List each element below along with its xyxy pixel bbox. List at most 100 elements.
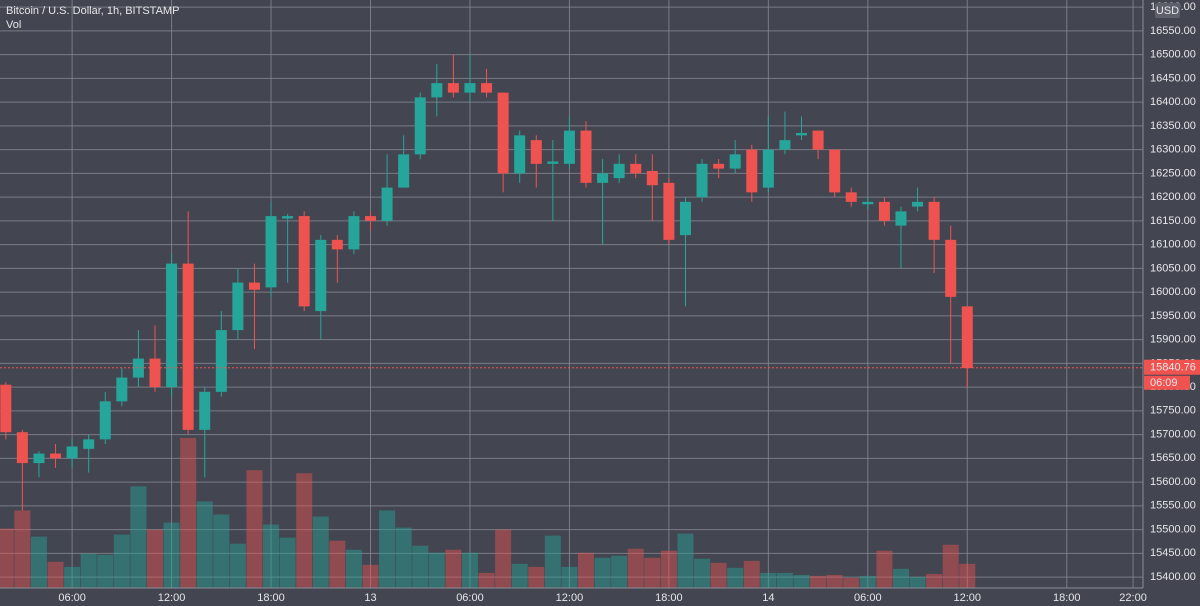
candle-body <box>729 154 741 169</box>
candle-body <box>331 239 343 250</box>
volume-bar <box>445 549 462 588</box>
volume-bar <box>80 553 97 588</box>
volume-bar <box>196 501 213 588</box>
countdown-label: 06:09 <box>1150 377 1178 389</box>
volume-bar <box>892 568 909 588</box>
volume-bar <box>395 527 412 588</box>
volume-bar <box>163 522 180 588</box>
y-tick-label: 16350.00 <box>1150 120 1196 132</box>
volume-bar <box>611 555 628 588</box>
candle-body <box>580 130 592 183</box>
volume-bar <box>959 563 976 588</box>
y-tick-label: 15450.00 <box>1150 547 1196 559</box>
volume-bar <box>0 528 14 588</box>
volume-bar <box>876 550 893 588</box>
y-tick-label: 15900.00 <box>1150 334 1196 346</box>
y-tick-label: 16450.00 <box>1150 72 1196 84</box>
candle-body <box>481 83 493 93</box>
volume-bar <box>113 534 130 588</box>
candle-body <box>812 130 824 150</box>
volume-bar <box>345 549 362 588</box>
volume-bar <box>296 473 313 588</box>
x-tick-label: 06:00 <box>58 592 86 604</box>
volume-bar <box>478 572 495 588</box>
y-tick-label: 15500.00 <box>1150 523 1196 535</box>
candle-body <box>447 83 459 93</box>
candle-body <box>50 453 62 459</box>
candle-body <box>149 358 161 388</box>
candle-body <box>530 140 542 164</box>
candle-body <box>265 216 277 288</box>
chart-title: Bitcoin / U.S. Dollar, 1h, BITSTAMP <box>6 5 179 17</box>
y-tick-label: 16050.00 <box>1150 262 1196 274</box>
volume-bar <box>528 566 545 588</box>
y-tick-label: 15650.00 <box>1150 452 1196 464</box>
candle-body <box>878 201 890 221</box>
countdown-tag <box>1144 375 1190 390</box>
candle-body <box>166 263 178 388</box>
candles <box>0 54 1143 511</box>
volume-bar <box>362 564 379 588</box>
volume-bar <box>279 537 296 588</box>
candle-body <box>663 182 675 240</box>
x-tick-label: 12:00 <box>954 592 982 604</box>
candle-body <box>597 173 609 183</box>
volume-bar <box>412 545 429 588</box>
currency-badge: USD <box>1155 3 1180 18</box>
y-tick-label: 15700.00 <box>1150 428 1196 440</box>
x-tick-label: 18:00 <box>655 592 683 604</box>
candle-body <box>199 391 211 430</box>
candle-body <box>796 132 808 136</box>
volume-bar <box>146 529 163 588</box>
candle-body <box>895 211 907 226</box>
y-tick-label: 15950.00 <box>1150 310 1196 322</box>
y-tick-label: 16150.00 <box>1150 215 1196 227</box>
volume-bar <box>263 524 280 588</box>
x-tick-label: 14 <box>762 592 774 604</box>
candle-body <box>563 130 575 164</box>
candle-body <box>348 216 360 250</box>
candle-body <box>713 163 725 169</box>
volume-bar <box>859 575 876 588</box>
volume-bar <box>495 529 512 588</box>
x-tick-label: 06:00 <box>854 592 882 604</box>
volume-bar <box>594 557 611 588</box>
volume-bar <box>793 574 810 588</box>
volume-bar <box>229 543 246 588</box>
volume-bar <box>461 552 478 588</box>
candle-body <box>762 149 774 188</box>
x-tick-label: 12:00 <box>158 592 186 604</box>
candle-body <box>83 439 95 449</box>
candle-body <box>365 216 377 221</box>
candle-body <box>66 446 78 459</box>
x-tick-label: 12:00 <box>556 592 584 604</box>
x-tick-label: 13 <box>364 592 376 604</box>
axes: 15400.00 15450.00 15500.00 15550.00 15600.00… <box>58 1 1196 604</box>
y-tick-label: 16200.00 <box>1150 191 1196 203</box>
candle-body <box>215 330 227 392</box>
y-tick-label: 16250.00 <box>1150 167 1196 179</box>
y-tick-label: 16400.00 <box>1150 96 1196 108</box>
candle-body <box>696 163 708 198</box>
volume-bar <box>47 561 64 588</box>
candle-body <box>912 201 924 207</box>
candle-body <box>414 97 426 155</box>
candle-body <box>464 83 476 93</box>
candle-body <box>497 92 509 174</box>
candle-body <box>381 187 393 221</box>
candle-body <box>116 377 128 402</box>
candle-body <box>779 140 791 150</box>
candle-body <box>182 263 194 430</box>
volume-bar <box>909 576 926 588</box>
volume-label: Vol <box>6 19 21 31</box>
volume-bar <box>511 563 528 588</box>
volume-bar <box>130 486 147 588</box>
volume-bar <box>926 573 943 588</box>
volume-bar <box>428 552 445 588</box>
candle-body <box>16 432 28 464</box>
volume-bar <box>213 514 230 588</box>
y-tick-label: 15550.00 <box>1150 500 1196 512</box>
candle-body <box>829 149 841 193</box>
volume-bar <box>544 535 561 588</box>
